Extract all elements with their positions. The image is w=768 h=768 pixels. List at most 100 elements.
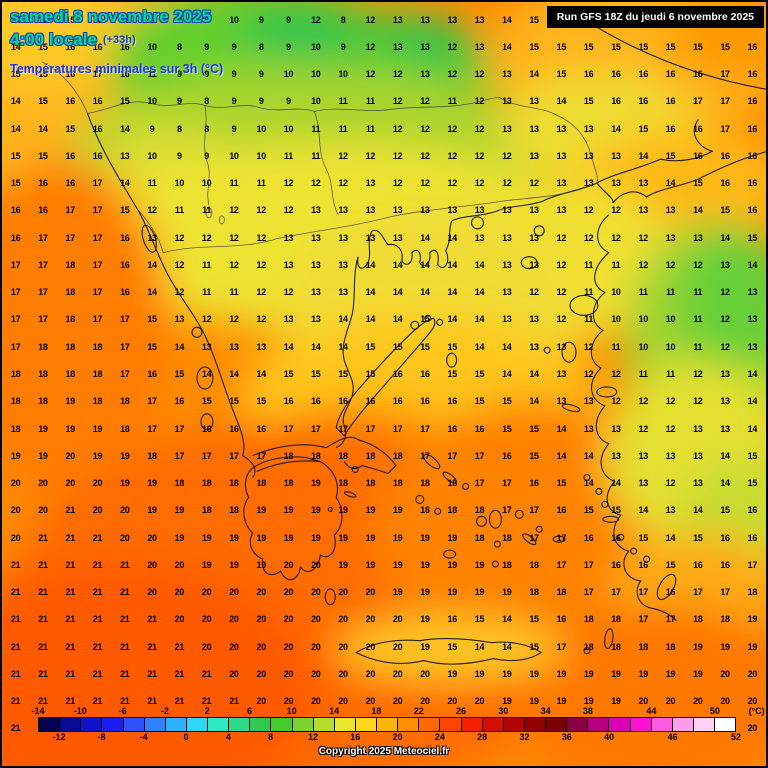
temp-value: 21 xyxy=(65,696,75,707)
temp-value: 16 xyxy=(92,96,103,107)
temp-value: 18 xyxy=(92,341,103,352)
temp-value: 17 xyxy=(638,587,648,598)
temp-value: 14 xyxy=(229,368,239,379)
temp-value: 20 xyxy=(65,450,75,461)
temp-value: 17 xyxy=(474,450,485,461)
temp-value: 15 xyxy=(365,368,376,379)
temp-value: 11 xyxy=(693,341,703,352)
temp-value: 15 xyxy=(583,505,594,516)
temp-value: 17 xyxy=(174,450,185,461)
temp-value: 13 xyxy=(556,396,567,407)
temp-value: 12 xyxy=(392,69,403,80)
temp-value: 13 xyxy=(529,150,539,161)
temp-value: 21 xyxy=(120,641,130,652)
temp-value: 18 xyxy=(65,314,75,325)
temp-value: 13 xyxy=(693,423,703,434)
run-info-box: Run GFS 18Z du jeudi 6 novembre 2025 xyxy=(546,6,764,28)
temp-value: 12 xyxy=(256,205,266,216)
temp-value: 14 xyxy=(420,287,430,298)
temp-value: 16 xyxy=(120,259,130,270)
temp-value: 20 xyxy=(256,614,266,625)
temp-value: 9 xyxy=(231,41,237,52)
temp-value: 16 xyxy=(583,532,594,543)
temp-value: 14 xyxy=(474,287,485,298)
temp-value: 20 xyxy=(147,532,157,543)
temp-value: 15 xyxy=(65,14,75,25)
temp-value: 18 xyxy=(10,423,21,434)
temp-value: 14 xyxy=(474,259,485,270)
temp-value: 19 xyxy=(447,668,457,679)
temp-value: 20 xyxy=(283,614,294,625)
temp-value: 19 xyxy=(92,450,103,461)
temp-value: 17 xyxy=(201,450,212,461)
temp-value: 17 xyxy=(92,178,103,189)
temp-value: 13 xyxy=(693,232,703,243)
temp-value: 9 xyxy=(286,41,291,52)
temp-value: 19 xyxy=(311,478,321,489)
temp-value: 13 xyxy=(474,41,485,52)
temp-value: 13 xyxy=(747,287,758,298)
temp-value: 16 xyxy=(120,69,130,80)
temp-value: 21 xyxy=(120,696,130,707)
temp-value: 18 xyxy=(147,450,157,461)
temp-value: 17 xyxy=(92,232,103,243)
temp-value: 15 xyxy=(693,41,703,52)
temp-value: 10 xyxy=(256,150,266,161)
temp-value: 20 xyxy=(229,614,239,625)
temp-value: 19 xyxy=(65,423,75,434)
temp-value: 17 xyxy=(10,287,21,298)
temp-value: 12 xyxy=(529,178,539,189)
temp-value: 18 xyxy=(256,478,266,489)
temp-value: 18 xyxy=(665,641,676,652)
temp-value: 14 xyxy=(420,232,430,243)
temp-value: 15 xyxy=(474,368,485,379)
temp-value: 14 xyxy=(720,478,730,489)
temp-value: 19 xyxy=(92,423,103,434)
scale-bottom-labels: -12 -8 -4 0 4 8 12 16 20 24 28 32 36 40 46 52 xyxy=(38,732,741,743)
temp-value: 21 xyxy=(65,587,75,598)
temp-value: 15 xyxy=(147,341,157,352)
temp-value: 15 xyxy=(529,641,539,652)
temp-value: 11 xyxy=(174,205,184,216)
temp-value: 20 xyxy=(92,478,103,489)
temp-value: 17 xyxy=(720,96,730,107)
temp-value: 18 xyxy=(65,368,75,379)
temp-value: 21 xyxy=(120,559,130,570)
temp-value: 17 xyxy=(92,287,103,298)
temp-value: 20 xyxy=(174,587,185,598)
temp-value: 18 xyxy=(638,641,648,652)
temp-value: 21 xyxy=(10,559,21,570)
temp-value: 13 xyxy=(529,232,539,243)
temp-value: 13 xyxy=(502,123,512,134)
temp-value: 19 xyxy=(38,423,48,434)
scale-segment xyxy=(546,718,568,731)
temp-value: 21 xyxy=(92,668,103,679)
temp-value: 15 xyxy=(256,396,266,407)
temp-value: 13 xyxy=(338,205,348,216)
temp-value: 19 xyxy=(420,641,430,652)
temp-value: 15 xyxy=(38,14,48,25)
temp-value: 9 xyxy=(258,69,264,80)
temp-value: 13 xyxy=(502,69,512,80)
temp-value: 15 xyxy=(10,69,21,80)
temp-value: 14 xyxy=(502,41,512,52)
scale-segment xyxy=(165,718,187,731)
temp-value: 16 xyxy=(693,69,703,80)
scale-segment xyxy=(630,718,652,731)
temp-value: 10 xyxy=(229,150,239,161)
temp-value: 12 xyxy=(338,178,348,189)
temp-value: 19 xyxy=(147,478,157,489)
temp-value: 16 xyxy=(92,150,103,161)
temp-value: 13 xyxy=(611,178,621,189)
temp-value: 15 xyxy=(556,69,567,80)
temp-value: 16 xyxy=(720,178,730,189)
scale-label: -4 xyxy=(139,732,148,742)
temp-value: 20 xyxy=(201,614,212,625)
temp-value: 13 xyxy=(638,478,648,489)
temp-value: 14 xyxy=(502,14,512,25)
temp-value: 20 xyxy=(665,696,676,707)
scale-segment xyxy=(334,718,356,731)
temp-value: 14 xyxy=(10,41,21,52)
scale-segment xyxy=(313,718,335,731)
temp-value: 19 xyxy=(529,696,539,707)
